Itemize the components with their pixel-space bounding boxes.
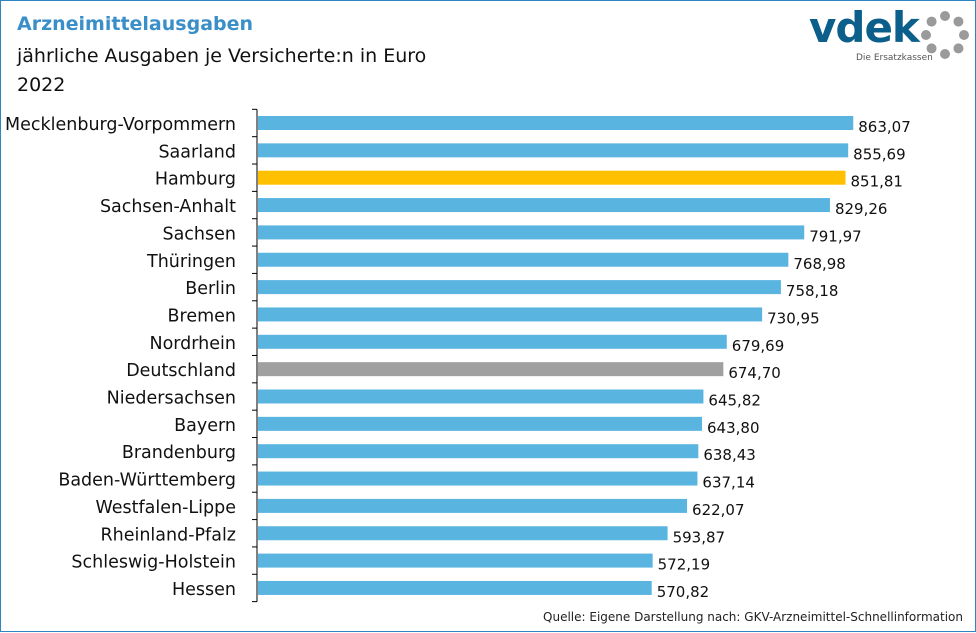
category-label: Brandenburg — [122, 443, 236, 463]
category-label: Bayern — [174, 416, 236, 436]
bar-hessen — [258, 580, 652, 595]
bar-berlin — [258, 280, 781, 295]
category-label: Baden-Württemberg — [58, 471, 236, 491]
value-label: 645,82 — [708, 392, 761, 410]
bar-sachsen — [258, 225, 805, 240]
category-label: Saarland — [158, 142, 236, 162]
bar-hamburg — [258, 170, 846, 185]
logo-dot — [940, 49, 950, 59]
value-label: 829,26 — [835, 200, 888, 218]
bar-sachsen-anhalt — [258, 198, 830, 213]
value-label: 572,19 — [658, 556, 711, 574]
category-label: Bremen — [168, 306, 237, 326]
value-label: 768,98 — [793, 255, 846, 273]
bar-nordrhein — [258, 334, 727, 349]
bar-brandenburg — [258, 444, 699, 459]
logo-dot — [921, 30, 931, 40]
bar-niedersachsen — [258, 389, 704, 404]
bar-rheinland-pfalz — [258, 526, 668, 541]
bar-baden-württemberg — [258, 471, 698, 486]
value-label: 758,18 — [786, 282, 839, 300]
bar-bremen — [258, 307, 763, 322]
category-label: Nordrhein — [150, 334, 237, 354]
bar-westfalen-lippe — [258, 498, 688, 513]
value-label: 638,43 — [703, 446, 756, 464]
value-label: 851,81 — [850, 173, 903, 191]
value-label: 855,69 — [853, 145, 906, 163]
category-label: Hessen — [172, 580, 236, 600]
category-label: Berlin — [185, 279, 236, 299]
value-label: 622,07 — [692, 501, 745, 519]
value-label: 791,97 — [809, 227, 862, 245]
value-label: 643,80 — [707, 419, 760, 437]
logo-dot — [926, 43, 937, 54]
value-label: 674,70 — [728, 364, 781, 382]
category-label: Thüringen — [146, 252, 236, 272]
bar-deutschland — [258, 362, 724, 377]
dots-ring-icon — [921, 11, 969, 59]
logo-dot — [959, 30, 969, 40]
chart-title: Arzneimittelausgaben — [17, 13, 254, 35]
category-label: Mecklenburg-Vorpommern — [5, 115, 236, 135]
value-label: 730,95 — [767, 309, 820, 327]
category-label: Sachsen-Anhalt — [100, 197, 236, 217]
value-label: 593,87 — [673, 528, 726, 546]
bar-mecklenburg-vorpommern — [258, 116, 854, 130]
bar-schleswig-holstein — [258, 553, 653, 568]
logo-dot — [953, 43, 964, 54]
logo-tagline: Die Ersatzkassen — [856, 53, 933, 63]
value-label: 637,14 — [702, 474, 755, 492]
source-note: Quelle: Eigene Darstellung nach: GKV-Arz… — [543, 610, 963, 624]
category-label: Schleswig-Holstein — [71, 553, 236, 573]
vdek-logo: vdek Die Ersatzkassen — [807, 3, 969, 67]
logo-dot — [940, 11, 950, 21]
bar-thüringen — [258, 252, 789, 267]
chart-subtitle: jährliche Ausgaben je Versicherte:n in E… — [17, 45, 427, 67]
category-label: Westfalen-Lippe — [95, 498, 236, 518]
value-label: 679,69 — [732, 337, 785, 355]
logo-dot — [953, 16, 964, 27]
category-label: Rheinland-Pfalz — [100, 525, 236, 545]
bar-saarland — [258, 143, 849, 158]
bar-bayern — [258, 416, 703, 431]
logo-brand: vdek — [809, 3, 920, 52]
category-label: Hamburg — [155, 170, 236, 190]
category-label: Sachsen — [162, 224, 236, 244]
category-label: Deutschland — [126, 361, 236, 381]
value-label: 863,07 — [858, 118, 911, 136]
chart-year: 2022 — [17, 74, 66, 96]
category-label: Niedersachsen — [107, 389, 236, 409]
value-label: 570,82 — [657, 583, 710, 601]
logo-dot — [926, 16, 937, 27]
